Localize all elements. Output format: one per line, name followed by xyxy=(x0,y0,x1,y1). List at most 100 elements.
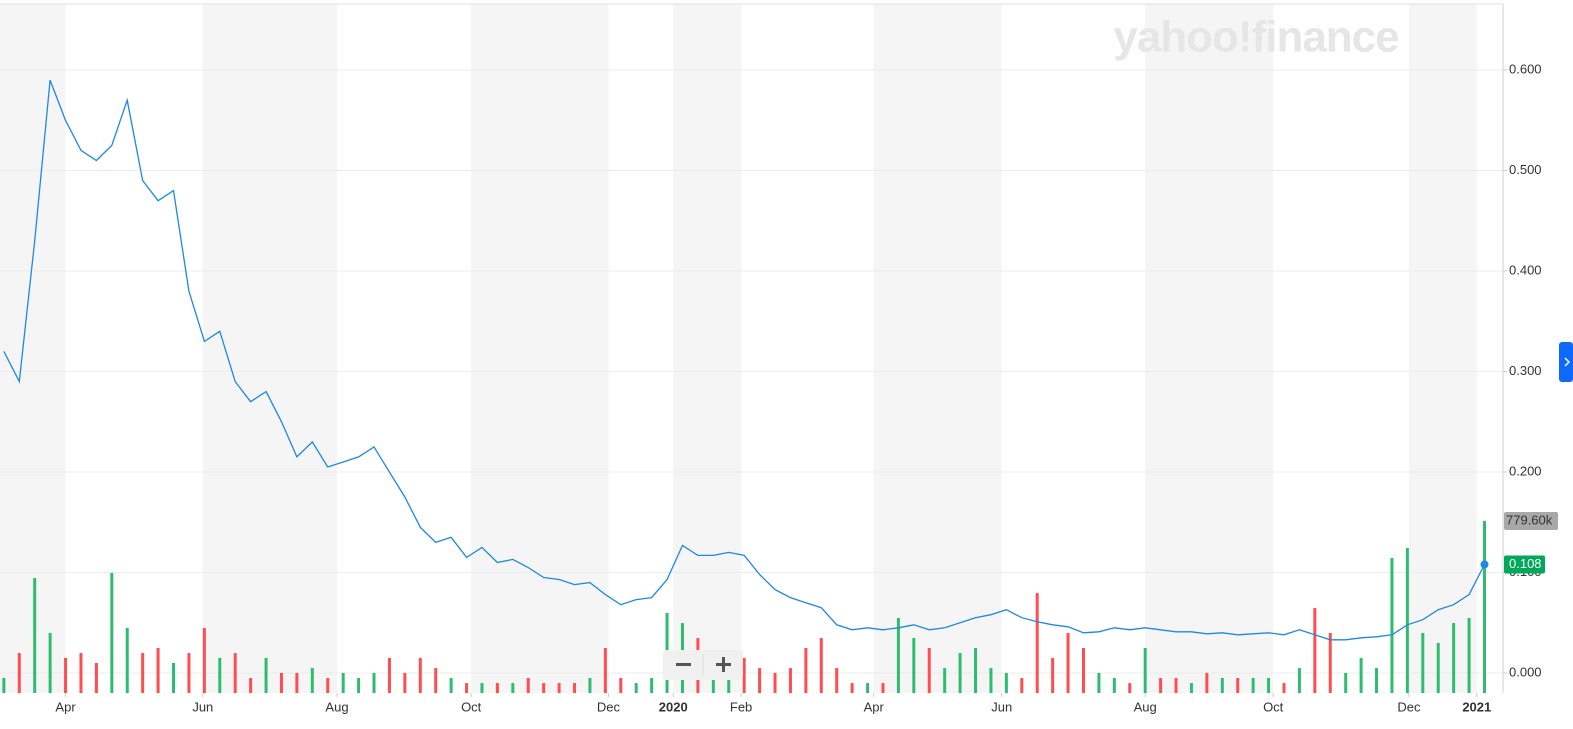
volume-bar xyxy=(927,647,931,693)
volume-bar xyxy=(449,677,453,693)
volume-bar xyxy=(110,572,114,693)
volume-bar xyxy=(1328,632,1332,693)
volume-bar xyxy=(850,683,854,693)
x-tick-label: Oct xyxy=(461,699,482,714)
x-tick-label: Jun xyxy=(991,699,1012,714)
volume-bar xyxy=(1313,608,1317,693)
month-band xyxy=(1408,4,1477,693)
x-tick-label: Oct xyxy=(1263,699,1284,714)
zoom-in[interactable] xyxy=(722,657,725,672)
volume-bar xyxy=(557,683,561,693)
background xyxy=(0,4,1503,693)
month-band xyxy=(471,4,609,693)
x-tick-label: Dec xyxy=(597,699,621,714)
volume-bar xyxy=(650,677,654,693)
volume-bar xyxy=(465,683,469,693)
volume-bar xyxy=(1066,632,1070,693)
volume-badge-label: 779.60k xyxy=(1506,512,1553,527)
volume-bar xyxy=(94,662,98,693)
y-tick-label: 0.300 xyxy=(1509,363,1542,378)
last-point xyxy=(1480,560,1489,569)
volume-bar xyxy=(310,668,314,693)
y-tick-label: 0.500 xyxy=(1509,162,1542,177)
x-tick-label: Aug xyxy=(325,699,348,714)
volume-bar xyxy=(1097,672,1101,693)
zoom-out[interactable] xyxy=(676,663,691,666)
x-tick-label: Apr xyxy=(864,699,885,714)
y-tick-label: 0.400 xyxy=(1509,262,1542,277)
volume-bar xyxy=(1128,683,1132,693)
volume-bar xyxy=(1051,657,1055,693)
volume-bar xyxy=(372,672,376,693)
volume-bar xyxy=(17,653,21,693)
volume-bar xyxy=(989,668,993,693)
volume-bar xyxy=(1112,677,1116,693)
volume-bar xyxy=(866,683,870,693)
volume-bar xyxy=(1174,677,1178,693)
x-tick-label: Aug xyxy=(1134,699,1157,714)
month-band xyxy=(673,4,742,693)
volume-bar xyxy=(79,653,83,693)
watermark: yahoo!finance xyxy=(1113,13,1398,62)
volume-bar xyxy=(418,657,422,693)
x-tick-label: Feb xyxy=(730,699,752,714)
volume-bar xyxy=(773,672,777,693)
volume-bar xyxy=(1344,672,1348,693)
x-tick-label: Apr xyxy=(55,699,76,714)
volume-bar xyxy=(603,647,607,693)
price-line xyxy=(3,79,1486,641)
x-tick-label: 2020 xyxy=(659,699,688,714)
volume-bar xyxy=(187,653,191,693)
volume-bar xyxy=(742,657,746,693)
volume-bar xyxy=(881,683,885,693)
volume-bar xyxy=(1205,672,1209,693)
volume-bar xyxy=(912,638,916,693)
zoom-controls[interactable] xyxy=(663,650,743,680)
volume-bar xyxy=(1467,617,1471,693)
side-tab[interactable] xyxy=(1559,342,1573,382)
volume-bar xyxy=(1390,557,1394,693)
volume-bar xyxy=(896,617,900,693)
volume-bar xyxy=(2,677,6,693)
volume-bar xyxy=(835,668,839,693)
volume-bar xyxy=(141,653,145,693)
volume-bar xyxy=(279,672,283,693)
volume-bar xyxy=(1436,642,1440,693)
volume-bar xyxy=(1081,647,1085,693)
price-badge xyxy=(1504,555,1545,574)
volume-bar xyxy=(1020,677,1024,693)
volume-bar xyxy=(526,677,530,693)
volume-bar xyxy=(511,683,515,693)
volume-bar xyxy=(542,683,546,693)
month-band xyxy=(0,4,66,693)
volume-bar xyxy=(1159,677,1163,693)
volume-bar xyxy=(125,627,129,693)
y-tick-label: 0.000 xyxy=(1509,664,1542,679)
volume-bar xyxy=(943,668,947,693)
volume-bar xyxy=(480,683,484,693)
volume-bar xyxy=(804,647,808,693)
volume-bar xyxy=(64,657,68,693)
volume-bar xyxy=(958,653,962,693)
volume-bar xyxy=(1143,647,1147,693)
volume-bar xyxy=(1297,668,1301,693)
volume-bar xyxy=(1004,672,1008,693)
volume-bar xyxy=(387,657,391,693)
plot xyxy=(2,79,1486,693)
volume-bar xyxy=(48,632,52,693)
volume-bar xyxy=(218,657,222,693)
volume-bar xyxy=(326,677,330,693)
volume-bar xyxy=(341,672,345,693)
volume-bar xyxy=(788,668,792,693)
volume-bar xyxy=(1359,657,1363,693)
volume-bar xyxy=(1236,677,1240,693)
month-band xyxy=(873,4,1002,693)
volume-badge xyxy=(1504,512,1558,530)
volume-bar xyxy=(1189,683,1193,693)
volume-bar xyxy=(33,578,37,693)
volume-bar xyxy=(634,683,638,693)
x-tick-label: 2021 xyxy=(1462,699,1491,714)
volume-bar xyxy=(264,657,268,693)
volume-bar xyxy=(172,662,176,693)
